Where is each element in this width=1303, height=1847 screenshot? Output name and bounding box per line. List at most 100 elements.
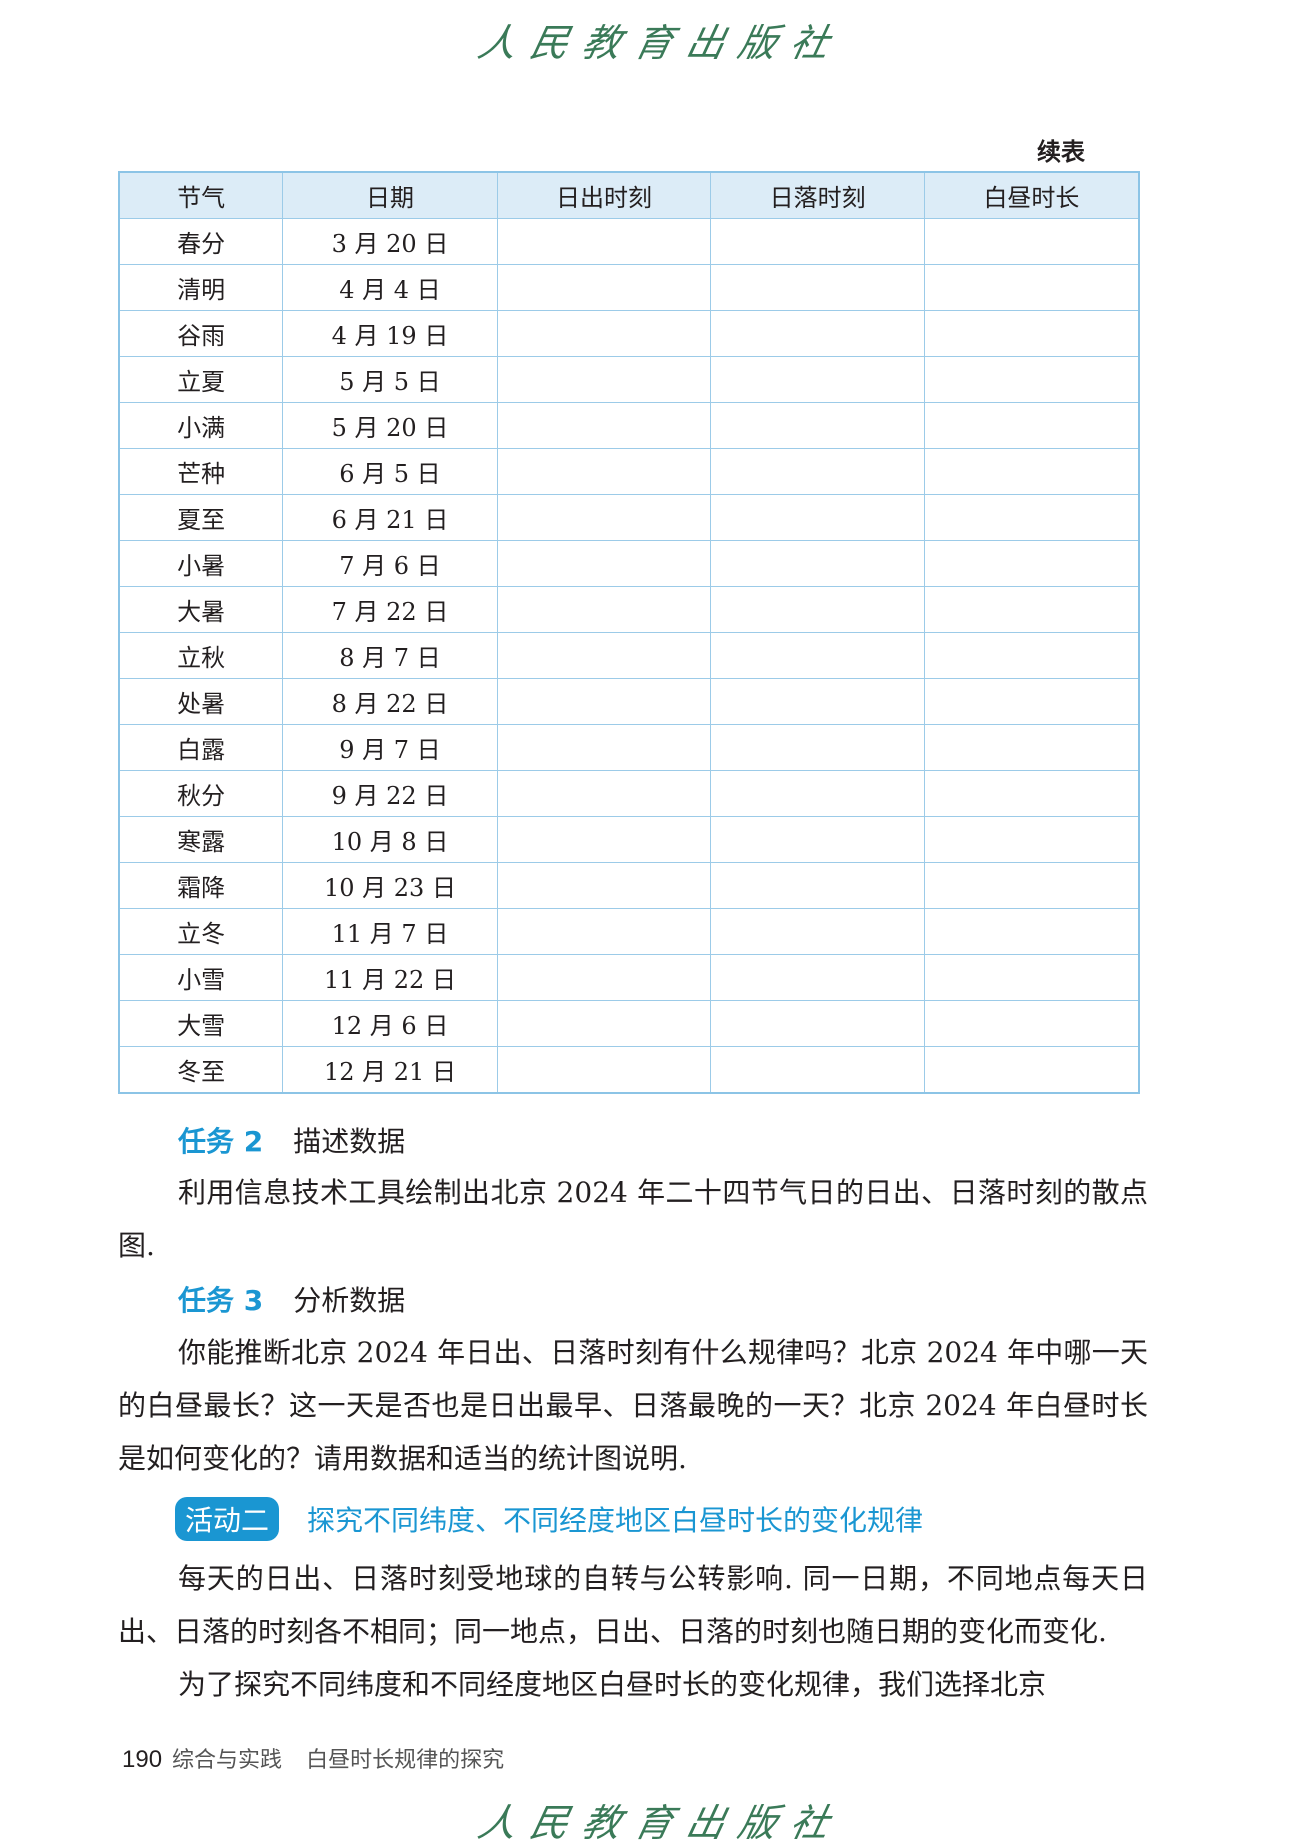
empty-cell [710,448,925,495]
empty-cell [923,816,1140,863]
date-cell: 12 月 6 日 [282,1000,498,1047]
date-cell: 12 月 21 日 [282,1046,498,1094]
empty-cell [923,1046,1140,1094]
solar-term-cell: 夏至 [118,494,284,541]
empty-cell [923,862,1140,909]
table-row: 寒露 10 月 8 日 [118,816,1140,863]
empty-cell [923,678,1140,725]
empty-cell [710,310,925,357]
solar-term-cell: 大雪 [118,1000,284,1047]
column-header: 日出时刻 [496,171,712,219]
empty-cell [496,540,712,587]
empty-cell [710,1000,925,1047]
empty-cell [923,494,1140,541]
task-3-heading: 任务 3 分析数据 [178,1279,405,1319]
solar-term-cell: 芒种 [118,448,284,495]
date-cell: 9 月 7 日 [282,724,498,771]
publisher-logo: 人民教育出版社 [474,21,848,65]
empty-cell [496,448,712,495]
date-cell: 6 月 5 日 [282,448,498,495]
date-cell: 8 月 22 日 [282,678,498,725]
date-cell: 4 月 4 日 [282,264,498,311]
empty-cell [923,540,1140,587]
column-header: 日落时刻 [710,171,925,219]
empty-cell [923,724,1140,771]
task-2-text: 利用信息技术工具绘制出北京 2024 年二十四节气日的日出、日落时刻的散点图. [118,1176,1148,1262]
solar-term-cell: 大暑 [118,586,284,633]
task-3-title: 分析数据 [293,1284,406,1317]
table-row: 小暑 7 月 6 日 [118,540,1140,587]
date-cell: 7 月 22 日 [282,586,498,633]
table-row: 大暑 7 月 22 日 [118,586,1140,633]
table-row: 立夏 5 月 5 日 [118,356,1140,403]
date-cell: 7 月 6 日 [282,540,498,587]
empty-cell [923,770,1140,817]
table-row: 清明 4 月 4 日 [118,264,1140,311]
empty-cell [496,494,712,541]
empty-cell [496,356,712,403]
empty-cell [710,218,925,265]
column-header: 白昼时长 [923,171,1140,219]
empty-cell [710,954,925,1001]
empty-cell [496,264,712,311]
empty-cell [496,862,712,909]
empty-cell [923,402,1140,449]
paragraph: 每天的日出、日落时刻受地球的自转与公转影响. 同一日期，不同地点每天日出、日落的… [118,1562,1148,1648]
table-row: 秋分 9 月 22 日 [118,770,1140,817]
solar-term-cell: 秋分 [118,770,284,817]
solar-term-cell: 处暑 [118,678,284,725]
date-cell: 3 月 20 日 [282,218,498,265]
empty-cell [710,494,925,541]
solar-term-cell: 谷雨 [118,310,284,357]
column-header: 日期 [282,171,498,219]
table-row: 立秋 8 月 7 日 [118,632,1140,679]
date-cell: 9 月 22 日 [282,770,498,817]
empty-cell [496,816,712,863]
empty-cell [923,908,1140,955]
table-row: 谷雨 4 月 19 日 [118,310,1140,357]
solar-term-cell: 寒露 [118,816,284,863]
date-cell: 11 月 22 日 [282,954,498,1001]
table-row: 霜降 10 月 23 日 [118,862,1140,909]
empty-cell [923,310,1140,357]
activity-2-heading: 活动二 探究不同纬度、不同经度地区白昼时长的变化规律 [175,1497,923,1541]
empty-cell [710,908,925,955]
empty-cell [710,540,925,587]
publisher-logo: 人民教育出版社 [474,1801,848,1845]
table-row: 小雪 11 月 22 日 [118,954,1140,1001]
table-row: 小满 5 月 20 日 [118,402,1140,449]
empty-cell [923,1000,1140,1047]
empty-cell [496,1000,712,1047]
empty-cell [710,356,925,403]
empty-cell [496,908,712,955]
table-row: 立冬 11 月 7 日 [118,908,1140,955]
table-header-row: 节气 日期 日出时刻 日落时刻 白昼时长 [118,171,1140,219]
table-row: 处暑 8 月 22 日 [118,678,1140,725]
empty-cell [923,264,1140,311]
empty-cell [496,724,712,771]
empty-cell [496,218,712,265]
page-number: 190 [122,1746,163,1773]
empty-cell [923,218,1140,265]
table-row: 白露 9 月 7 日 [118,724,1140,771]
empty-cell [710,586,925,633]
empty-cell [710,678,925,725]
paragraph: 为了探究不同纬度和不同经度地区白昼时长的变化规律，我们选择北京 [178,1668,1047,1701]
empty-cell [710,264,925,311]
table-row: 冬至 12 月 21 日 [118,1046,1140,1094]
solar-term-cell: 冬至 [118,1046,284,1094]
empty-cell [710,402,925,449]
table-continued-label: 续表 [1037,138,1085,166]
date-cell: 10 月 23 日 [282,862,498,909]
solar-term-cell: 清明 [118,264,284,311]
solar-term-cell: 立夏 [118,356,284,403]
empty-cell [710,1046,925,1094]
empty-cell [496,678,712,725]
footer-title: 白昼时长规律的探究 [306,1748,505,1773]
empty-cell [710,862,925,909]
empty-cell [710,770,925,817]
empty-cell [496,402,712,449]
activity-2-title: 探究不同纬度、不同经度地区白昼时长的变化规律 [307,1504,924,1537]
empty-cell [923,586,1140,633]
solar-term-cell: 白露 [118,724,284,771]
